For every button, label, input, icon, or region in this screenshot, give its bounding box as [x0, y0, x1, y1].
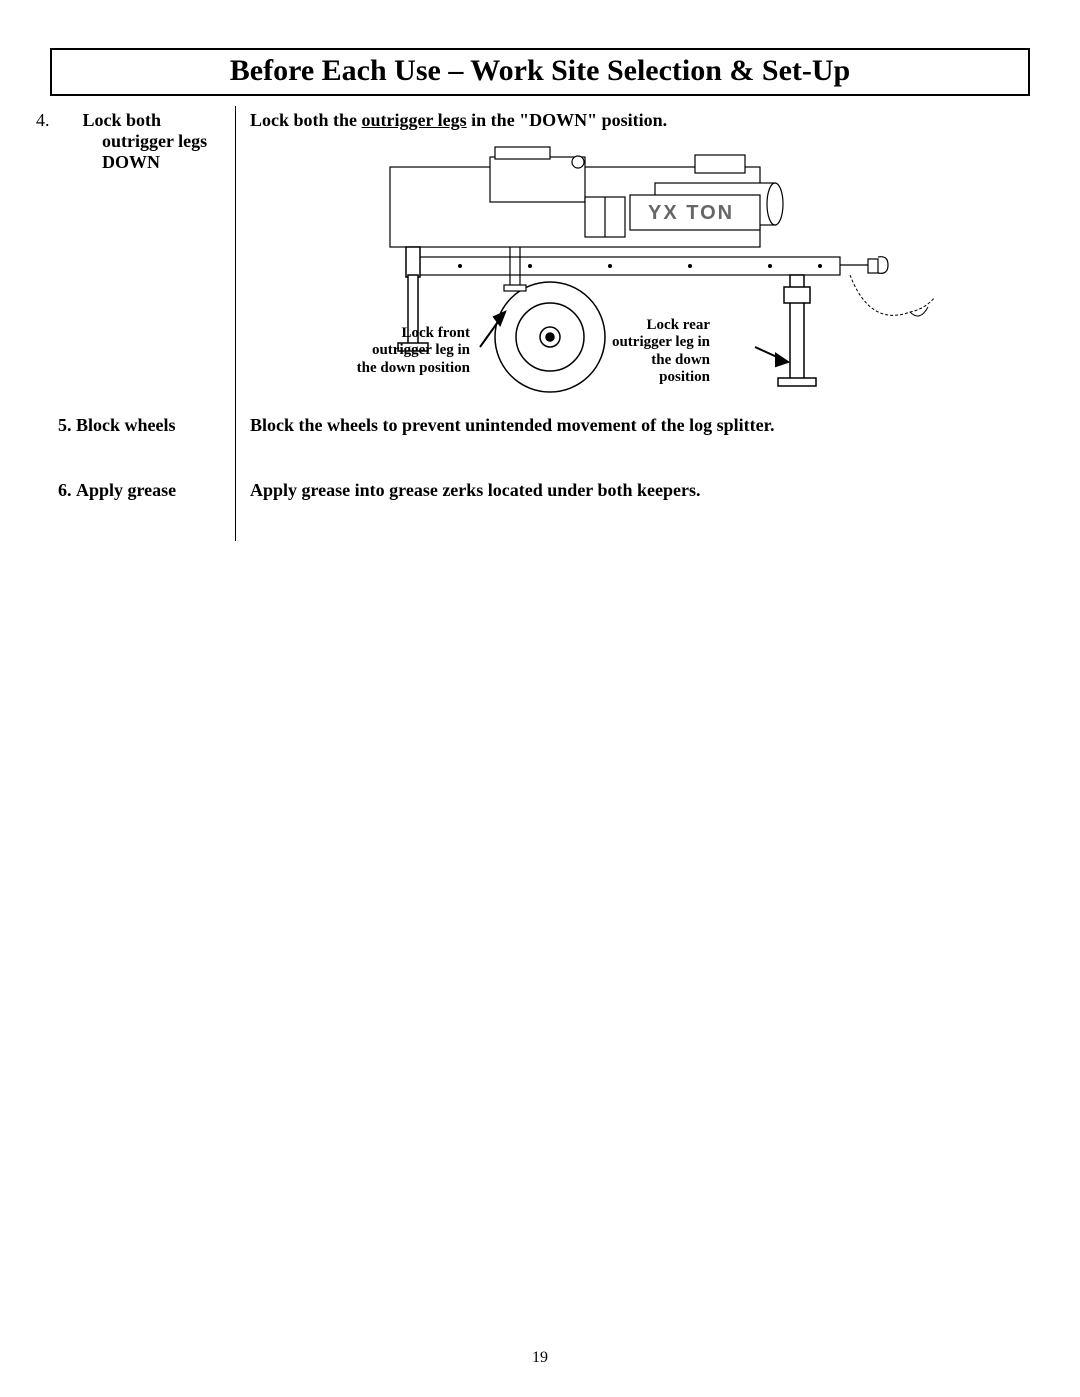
diagram-label: YX TON: [648, 202, 734, 224]
annot-line: outrigger leg in: [372, 342, 470, 358]
step-description: Block the wheels to prevent unintended m…: [250, 415, 774, 435]
step-number: 4.: [58, 110, 78, 131]
desc-text: in the "DOWN" position.: [467, 110, 668, 130]
step-number: 5.: [58, 415, 72, 435]
step-row: 5. Block wheels Block the wheels to prev…: [50, 411, 1030, 476]
step-description: Lock both the outrigger legs in the "DOW…: [250, 110, 1022, 131]
step-description: Apply grease into grease zerks located u…: [250, 480, 700, 500]
step-label-cell: 6. Apply grease: [50, 476, 235, 541]
annot-line: outrigger leg in: [612, 334, 710, 350]
equipment-diagram: YX TON Lock front outrigger leg in the d…: [250, 137, 1022, 407]
annot-line: Lock rear: [647, 317, 710, 333]
step-desc-cell: Apply grease into grease zerks located u…: [236, 476, 1030, 541]
step-label-cell: 4. Lock both outrigger legs DOWN: [50, 106, 235, 411]
diagram-annotation-rear: Lock rear outrigger leg in the down posi…: [570, 317, 710, 386]
annot-line: Lock front: [402, 325, 470, 341]
step-desc-cell: Block the wheels to prevent unintended m…: [236, 411, 1030, 476]
annot-line: the down: [651, 352, 710, 368]
step-title-line: Block wheels: [76, 415, 176, 435]
step-title-line: outrigger legs: [102, 131, 207, 151]
step-title-line: Lock both: [83, 110, 162, 130]
step-row: 4. Lock both outrigger legs DOWN Lock bo…: [50, 106, 1030, 411]
step-title-line: DOWN: [102, 152, 160, 172]
desc-text: Lock both the: [250, 110, 362, 130]
diagram-annotation-front: Lock front outrigger leg in the down pos…: [310, 325, 470, 377]
step-label-cell: 5. Block wheels: [50, 411, 235, 476]
step-desc-cell: Lock both the outrigger legs in the "DOW…: [236, 106, 1030, 411]
manual-page: Before Each Use – Work Site Selection & …: [0, 0, 1080, 1397]
step-row: 6. Apply grease Apply grease into grease…: [50, 476, 1030, 541]
desc-underline: outrigger legs: [362, 110, 467, 130]
annot-line: position: [659, 369, 710, 385]
annot-line: the down position: [357, 360, 470, 376]
step-title-line: Apply grease: [76, 480, 176, 500]
step-number: 6.: [58, 480, 72, 500]
page-title: Before Each Use – Work Site Selection & …: [50, 48, 1030, 96]
page-number: 19: [0, 1349, 1080, 1367]
